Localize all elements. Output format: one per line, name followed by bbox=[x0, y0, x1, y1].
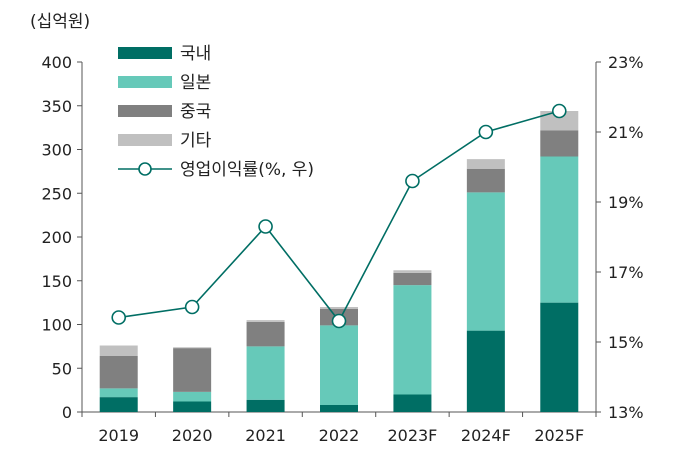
legend-label: 중국 bbox=[180, 102, 211, 122]
right-tick-label: 13% bbox=[608, 403, 644, 422]
bar-segment bbox=[540, 302, 579, 412]
bar-segment bbox=[466, 159, 505, 169]
right-tick-label: 23% bbox=[608, 53, 644, 72]
bar-segment bbox=[246, 399, 285, 412]
legend-swatch bbox=[118, 76, 172, 88]
bar-segment bbox=[393, 285, 432, 395]
bars-group bbox=[99, 111, 579, 412]
bar-segment bbox=[540, 130, 579, 157]
left-tick-label: 200 bbox=[41, 228, 72, 247]
left-tick-label: 0 bbox=[62, 403, 72, 422]
left-tick-label: 350 bbox=[41, 97, 72, 116]
legend-label: 기타 bbox=[180, 131, 212, 151]
legend-swatch bbox=[118, 47, 172, 59]
bar-segment bbox=[320, 405, 358, 412]
x-tick-label: 2022 bbox=[319, 426, 360, 445]
x-tick-label: 2019 bbox=[98, 426, 139, 445]
margin-line-group bbox=[111, 103, 567, 329]
bar-segment bbox=[393, 272, 432, 286]
margin-point bbox=[331, 313, 347, 329]
right-tick-label: 19% bbox=[608, 193, 644, 212]
bar-segment bbox=[99, 345, 138, 356]
legend-label: 영업이익률(%, 우) bbox=[180, 160, 314, 180]
bar-segment bbox=[466, 168, 505, 193]
bar-segment bbox=[246, 320, 285, 322]
x-tick-label: 2023F bbox=[387, 426, 437, 445]
y-axis-unit-label: (십억원) bbox=[30, 12, 90, 32]
bar-segment bbox=[99, 397, 138, 412]
bar-segment bbox=[173, 391, 212, 402]
margin-point bbox=[405, 173, 420, 189]
bar-segment bbox=[466, 192, 505, 331]
bar-segment bbox=[173, 401, 212, 412]
bar-segment bbox=[246, 321, 285, 347]
x-tick-label: 2021 bbox=[245, 426, 286, 445]
right-tick-label: 15% bbox=[608, 333, 644, 352]
x-tick-label: 2025F bbox=[534, 426, 584, 445]
left-tick-label: 100 bbox=[41, 316, 72, 335]
legend-swatch bbox=[118, 134, 172, 146]
bar-segment bbox=[393, 394, 432, 412]
legend-label: 일본 bbox=[180, 73, 211, 93]
margin-point bbox=[258, 219, 273, 234]
bar-segment bbox=[320, 307, 358, 309]
right-tick-label: 21% bbox=[608, 123, 644, 142]
bar-segment bbox=[99, 388, 138, 398]
bar-segment bbox=[393, 270, 432, 273]
right-tick-labels: 13% 15% 17% 19% 21% 23% bbox=[596, 53, 644, 422]
bar-segment bbox=[99, 356, 138, 389]
left-tick-label: 250 bbox=[41, 184, 72, 203]
bar-segment bbox=[540, 111, 579, 131]
margin-point bbox=[184, 299, 200, 315]
right-tick-label: 17% bbox=[608, 263, 644, 282]
bar-segment bbox=[246, 346, 285, 400]
margin-point bbox=[478, 124, 494, 140]
bar-segment bbox=[540, 156, 579, 303]
x-tick-label: 2020 bbox=[172, 426, 213, 445]
x-tick-labels: 2019 2020 2021 2022 2023F 2024F 2025F bbox=[81, 412, 597, 445]
x-tick-label: 2024F bbox=[461, 426, 511, 445]
bar-segment bbox=[466, 330, 505, 412]
legend-label: 국내 bbox=[180, 44, 211, 64]
bar-segment bbox=[320, 325, 358, 405]
left-tick-label: 300 bbox=[41, 141, 72, 160]
margin-point bbox=[551, 103, 567, 119]
bar-segment bbox=[173, 348, 212, 392]
left-tick-label: 50 bbox=[52, 359, 72, 378]
legend-swatch bbox=[118, 105, 172, 117]
left-tick-label: 150 bbox=[41, 272, 72, 291]
left-tick-labels: 0 50 100 150 200 250 300 350 400 bbox=[41, 53, 82, 422]
margin-point bbox=[111, 310, 127, 325]
left-tick-label: 400 bbox=[41, 53, 72, 72]
bar-segment bbox=[173, 347, 212, 349]
legend-line-marker bbox=[138, 162, 152, 176]
